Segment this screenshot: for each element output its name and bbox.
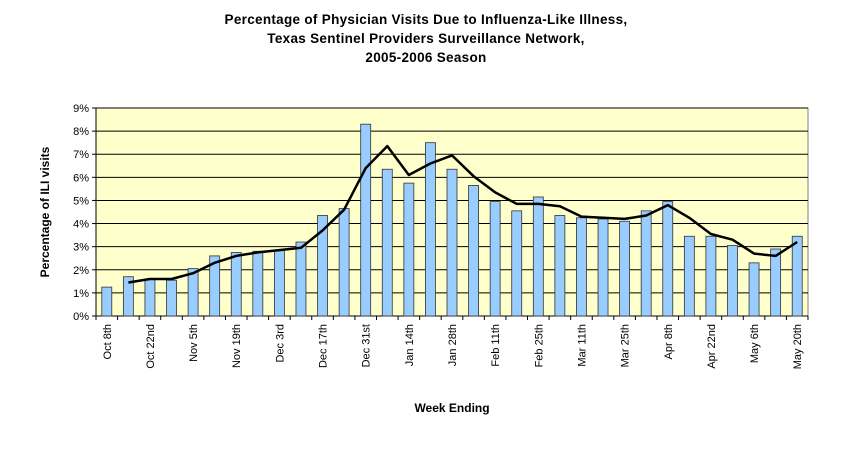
bar-6: [230, 252, 242, 317]
bar-13: [381, 168, 393, 317]
y-tick-label: 1%: [73, 288, 89, 300]
x-tick-label: Apr 22nd: [706, 324, 718, 369]
bar-30: [748, 262, 760, 317]
y-tick-label: 8%: [73, 126, 89, 138]
bar-2: [144, 278, 156, 317]
title-line-3: 2005-2006 Season: [365, 50, 487, 65]
bar-4: [187, 268, 199, 317]
x-tick-label: Apr 8th: [663, 324, 675, 359]
bar-18: [489, 201, 501, 317]
y-tick-label: 9%: [73, 103, 89, 115]
bar-31: [770, 248, 782, 317]
y-tick-label: 3%: [73, 242, 89, 254]
title-line-1: Percentage of Physician Visits Due to In…: [224, 12, 628, 27]
bar-17: [468, 185, 479, 317]
x-tick-label: May 6th: [749, 324, 761, 363]
x-tick-label: Jan 14th: [404, 324, 416, 366]
bar-16: [446, 168, 458, 317]
y-tick-label: 0%: [73, 311, 89, 323]
bar-28: [705, 235, 717, 317]
y-tick-label: 2%: [73, 265, 89, 277]
bar-24: [619, 220, 631, 317]
x-tick-label: Dec 17th: [318, 324, 330, 368]
x-tick-label: Mar 25th: [620, 324, 632, 367]
x-tick-label: Oct 22nd: [145, 324, 157, 369]
bar-29: [727, 245, 738, 317]
bar-7: [252, 250, 264, 317]
x-tick-label: Dec 31st: [361, 324, 373, 367]
x-tick-label: Nov 19th: [231, 324, 243, 368]
bar-20: [532, 196, 544, 317]
bar-14: [403, 182, 415, 317]
x-tick-label: Feb 25th: [533, 324, 545, 367]
moving-average-line: [128, 144, 798, 284]
bar-8: [273, 249, 285, 317]
bar-5: [209, 255, 221, 317]
y-tick-label: 6%: [73, 172, 89, 184]
y-axis-label: Percentage of ILI visits: [38, 146, 52, 277]
bar-11: [338, 208, 350, 317]
y-tick-label: 7%: [73, 149, 89, 161]
bar-10: [317, 215, 328, 317]
x-tick-label: May 20th: [792, 324, 804, 369]
bar-9: [295, 241, 307, 317]
bar-19: [511, 210, 523, 317]
bar-1: [122, 276, 134, 317]
bar-23: [597, 218, 609, 317]
x-tick-label: Feb 11th: [490, 324, 502, 367]
chart-title: Percentage of Physician Visits Due to In…: [0, 10, 852, 67]
bar-32: [791, 235, 803, 317]
bar-12: [360, 123, 372, 317]
x-tick-label: Jan 28th: [447, 324, 459, 366]
y-tick-label: 4%: [73, 219, 89, 231]
x-axis-label: Week Ending: [414, 401, 489, 415]
y-tick-label: 5%: [73, 195, 89, 207]
x-tick-label: Oct 8th: [102, 324, 114, 359]
bar-15: [425, 142, 436, 317]
bar-26: [662, 201, 674, 317]
title-line-2: Texas Sentinel Providers Surveillance Ne…: [267, 31, 585, 46]
bar-25: [640, 210, 652, 317]
bar-3: [166, 279, 177, 317]
x-tick-label: Nov 5th: [188, 324, 200, 362]
bar-27: [683, 235, 695, 317]
bar-0: [101, 286, 113, 317]
x-tick-label: Dec 3rd: [274, 324, 286, 363]
bar-21: [554, 215, 566, 317]
bar-22: [576, 217, 587, 317]
x-tick-label: Mar 11th: [576, 324, 588, 367]
